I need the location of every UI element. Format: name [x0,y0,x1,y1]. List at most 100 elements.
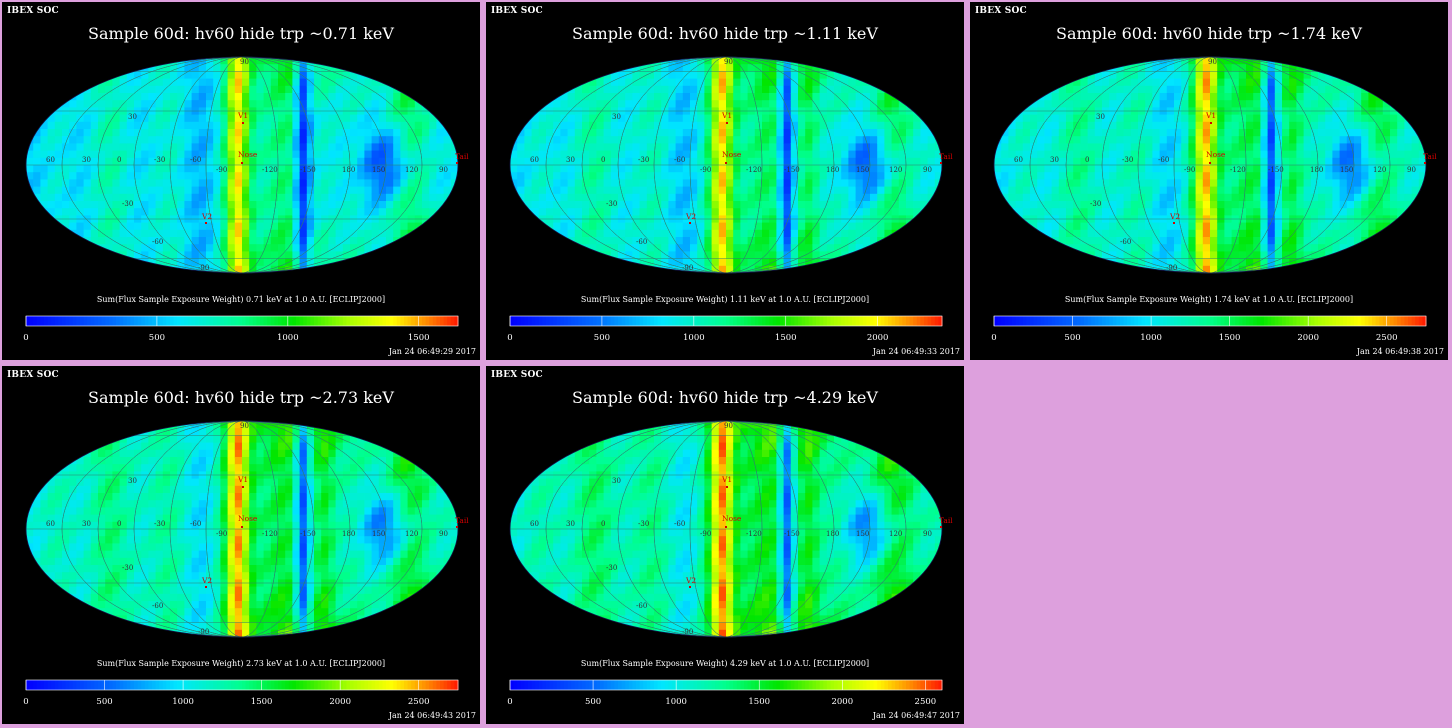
sky-map-cell [574,71,583,80]
sky-map-cell [1073,215,1081,224]
sky-map-cell [682,165,691,173]
sky-map-cell [769,93,777,101]
sky-map-cell [105,100,113,108]
sky-map-cell [170,114,178,123]
sky-map-cell [371,251,380,260]
sky-map-cell [371,258,380,267]
sky-map-cell [148,85,157,94]
sky-map-cell [1051,201,1060,209]
sky-map-cell [639,85,648,94]
sky-map-cell [646,150,655,159]
sky-map-cell [891,150,900,159]
sky-map-cell [1188,193,1197,202]
colorbar-segment [794,316,799,326]
sky-map-cell [994,186,1002,195]
sky-map-cell [913,208,921,216]
colorbar-segment [837,316,842,326]
timestamp: Jan 24 06:49:29 2017 [388,347,476,356]
sky-map-cell [26,78,34,87]
sky-map-cell [906,157,914,166]
sky-map-cell [1181,179,1189,188]
sky-map-cell [884,136,893,144]
sky-map-cell [155,157,164,166]
sky-map-cell [920,237,929,245]
sky-map-cell [682,100,691,108]
sky-map-cell [1145,186,1153,195]
sky-map-cell [285,237,293,245]
sky-map-cell [335,179,344,188]
sky-map-cell [184,150,193,159]
sky-map-cell [934,157,942,166]
sky-map-cell [450,222,458,231]
sky-map-cell [443,237,452,245]
sky-map-cell [1174,93,1182,101]
sky-map-cell [855,208,864,216]
sky-map-cell [610,208,619,216]
sky-map-cell [994,136,1002,144]
sky-map-cell [884,157,893,166]
sky-map-cell [798,222,806,231]
sky-map-cell [870,258,878,267]
sky-map-cell [1022,265,1031,273]
sky-map-cell [855,57,864,65]
sky-map-cell [1094,93,1103,101]
sky-map-cell [378,229,387,238]
sky-map-cell [747,244,756,252]
sky-map-cell [819,93,828,101]
sky-map-cell [1166,265,1175,273]
sky-map-cell [350,237,358,245]
sky-map-cell [754,201,763,209]
sky-map-cell [546,93,554,101]
sky-map-cell [1210,85,1218,94]
colorbar-segment [754,316,759,326]
sky-map-cell [1231,157,1240,166]
sky-map-cell [546,172,554,180]
sky-map-cell [270,107,279,116]
sky-map-cell [560,136,569,144]
sky-map-cell [1116,85,1125,94]
sky-map-cell [546,237,554,245]
sky-map-cell [848,157,857,166]
sky-map-cell [400,71,409,80]
sky-map-cell [393,165,401,173]
sky-map-cell [538,258,547,267]
sky-map-cell [292,237,301,245]
sky-map-cell [798,244,806,252]
sky-map-cell [1037,100,1045,108]
sky-map-cell [76,215,85,224]
sky-map-cell [386,172,394,180]
sky-map-cell [927,78,936,87]
sky-map-cell [1044,136,1053,144]
sky-map-cell [414,93,423,101]
sky-map-cell [538,114,547,123]
sky-map-cell [1231,64,1240,72]
sky-map-cell [574,157,583,166]
sky-map-cell [589,165,597,173]
sky-map-cell [1094,100,1103,108]
sky-map-cell [393,186,401,195]
sky-map-cell [517,157,525,166]
sky-map-cell [1073,237,1081,245]
sky-map-cell [790,157,799,166]
sky-map-cell [740,107,749,116]
longitude-label: 120 [889,166,902,174]
sky-map-cell [898,136,907,144]
sky-map-cell [40,165,49,173]
sky-map-cell [299,150,308,159]
sky-map-cell [155,165,164,173]
sky-map-cell [407,186,416,195]
sky-map-cell [350,71,358,80]
sky-map-cell [1231,179,1240,188]
sky-map-cell [1051,193,1060,202]
sky-map-cell [1181,107,1189,116]
colorbar-segment [873,316,878,326]
sky-map-cell [1073,201,1081,209]
sky-map-cell [740,165,749,173]
sky-map-cell [357,143,365,152]
sky-map-cell [1195,201,1204,209]
sky-map-cell [162,258,171,267]
sky-map-cell [726,258,734,267]
sky-map-cell [812,129,821,137]
sky-map-cell [90,201,99,209]
sky-map-cell [798,186,806,195]
